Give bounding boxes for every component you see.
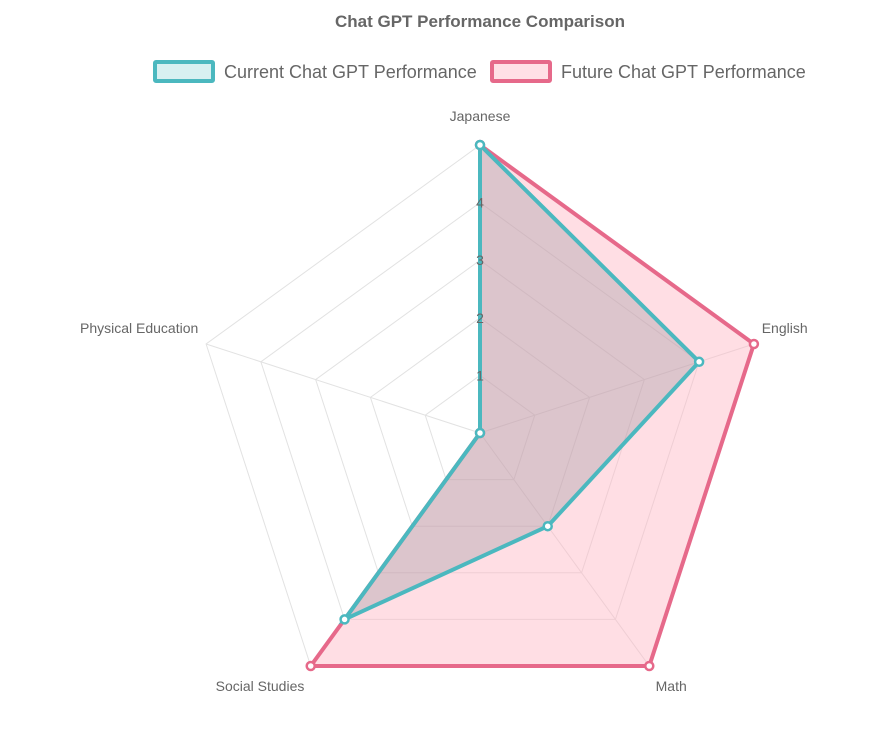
grid-ring-3	[315, 259, 645, 574]
tick-label-4: 4	[476, 195, 484, 211]
data-point-current-chat-gpt-performance-social-studies[interactable]	[339, 614, 350, 625]
legend-label-current: Current Chat GPT Performance	[224, 62, 477, 82]
data-point-current-chat-gpt-performance-japanese[interactable]	[474, 139, 486, 151]
grid-spoke-math	[479, 432, 650, 667]
axis-label-physical-education: Physical Education	[80, 320, 198, 336]
axis-label-english: English	[762, 320, 808, 336]
legend: Current Chat GPT Performance Future Chat…	[153, 60, 806, 83]
grid-spoke-english	[479, 343, 755, 434]
data-point-future-chat-gpt-performance-english[interactable]	[748, 338, 760, 350]
grid-spoke-physical-education	[205, 343, 481, 434]
axis-label-social-studies: Social Studies	[216, 678, 305, 694]
data-areas	[306, 140, 757, 668]
data-point-current-chat-gpt-performance-math[interactable]	[542, 520, 553, 532]
grid-ring-4	[260, 201, 700, 620]
data-point-current-chat-gpt-performance-english[interactable]	[693, 356, 705, 368]
data-point-future-chat-gpt-performance-math[interactable]	[644, 660, 655, 672]
data-point-current-chat-gpt-performance-physical-education[interactable]	[474, 427, 486, 439]
tick-label-3: 3	[476, 252, 484, 268]
data-point-future-chat-gpt-performance-social-studies[interactable]	[305, 660, 316, 672]
chart-title: Chat GPT Performance Comparison	[335, 12, 625, 31]
legend-swatch-future	[490, 60, 552, 83]
grid-ring-1	[424, 374, 536, 481]
legend-swatch-current	[153, 60, 215, 83]
legend-label-future: Future Chat GPT Performance	[561, 62, 806, 82]
series-area-current-chat-gpt-performance	[338, 140, 702, 625]
axis-label-math: Math	[656, 678, 687, 694]
axis-label-japanese: Japanese	[450, 108, 511, 124]
axis-labels: Japanese English Math Social Studies Physica…	[80, 108, 808, 694]
tick-label-2: 2	[476, 310, 484, 326]
data-points	[305, 139, 760, 672]
legend-item-future[interactable]: Future Chat GPT Performance	[490, 60, 806, 83]
legend-item-current[interactable]: Current Chat GPT Performance	[153, 60, 477, 83]
grid-ring-2	[369, 317, 591, 527]
tick-label-1: 1	[476, 367, 484, 383]
